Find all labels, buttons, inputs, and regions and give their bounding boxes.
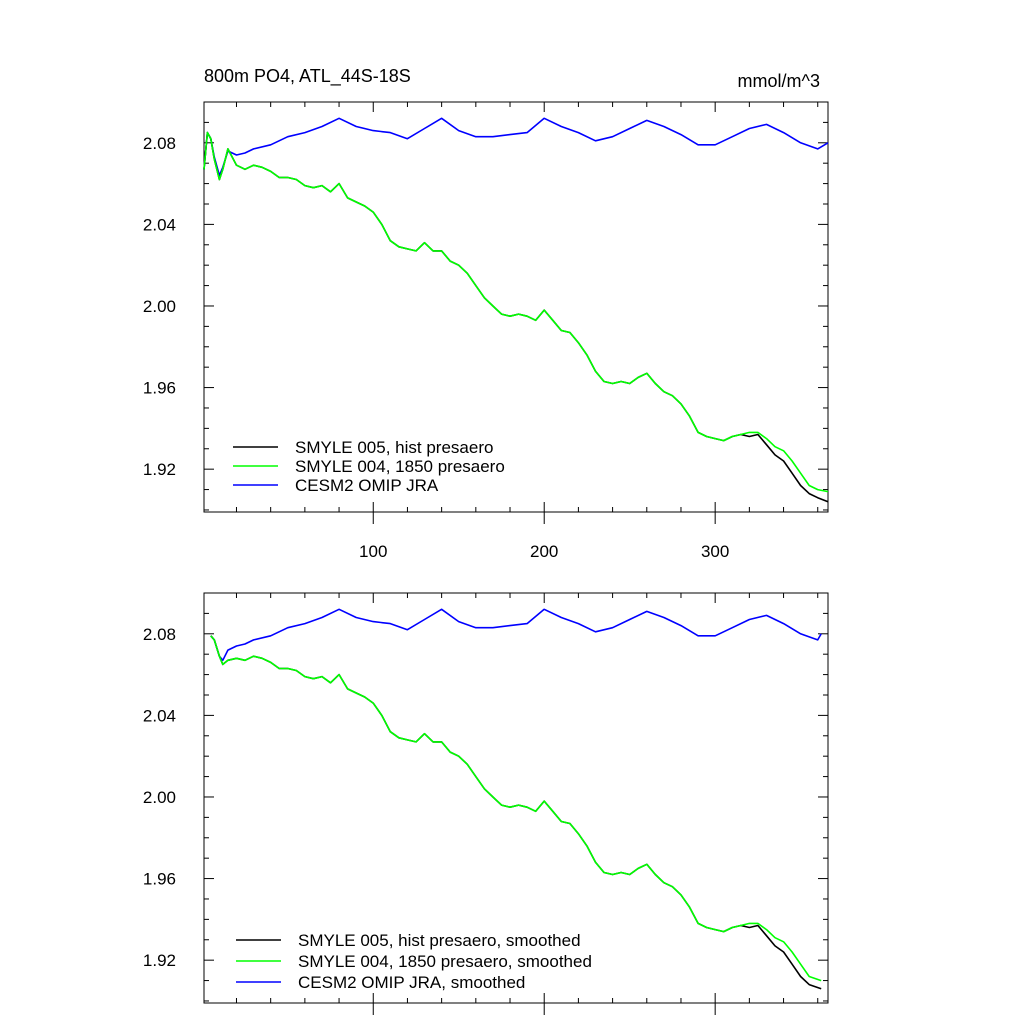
y-tick-label: 2.08	[143, 625, 176, 644]
y-tick-label: 2.04	[143, 706, 176, 725]
x-tick-label: 100	[359, 542, 387, 561]
chart-units: mmol/m^3	[738, 71, 820, 91]
series-line	[210, 635, 822, 982]
series-line	[203, 131, 829, 493]
legend-label: SMYLE 004, 1850 presaero, smoothed	[298, 952, 592, 971]
legend-label: CESM2 OMIP JRA, smoothed	[298, 973, 525, 992]
series-line	[210, 608, 822, 662]
plot-frame	[203, 592, 829, 1004]
y-tick-label: 1.96	[143, 870, 176, 889]
y-tick-label: 2.04	[143, 215, 176, 234]
plot-frame	[203, 101, 829, 513]
y-tick-label: 1.96	[143, 379, 176, 398]
legend-label: CESM2 OMIP JRA	[295, 476, 439, 495]
series-line	[203, 117, 829, 177]
x-tick-label: 300	[701, 542, 729, 561]
y-tick-label: 2.00	[143, 297, 176, 316]
bottom-panel: 1.92 1.96 2.00 2.04 2.08 SMYLE 005, hist pres…	[143, 592, 829, 1015]
x-tick-label: 200	[530, 542, 558, 561]
y-tick-label: 2.08	[143, 134, 176, 153]
y-tick-label: 1.92	[143, 460, 176, 479]
legend-label: SMYLE 004, 1850 presaero	[295, 457, 505, 476]
top-panel: 1.92 1.96 2.00 2.04 2.08 100 200 300 SMYLE 005, …	[143, 101, 829, 561]
legend-label: SMYLE 005, hist presaero, smoothed	[298, 931, 581, 950]
y-tick-label: 2.00	[143, 788, 176, 807]
chart-title: 800m PO4, ATL_44S-18S	[204, 66, 411, 87]
legend-label: SMYLE 005, hist presaero	[295, 438, 493, 457]
y-tick-label: 1.92	[143, 951, 176, 970]
